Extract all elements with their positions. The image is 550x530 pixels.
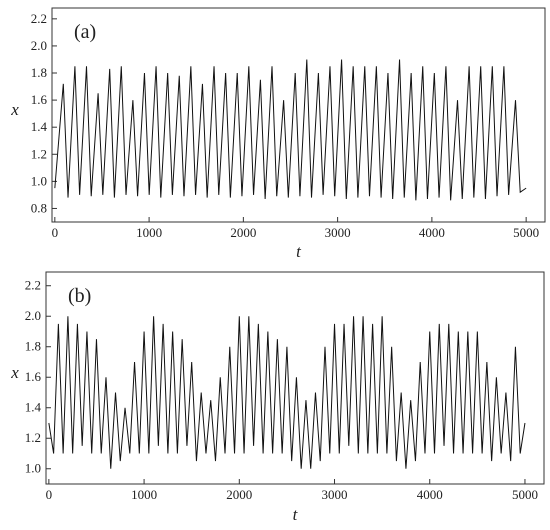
y-tick-label: 1.6 (25, 369, 42, 384)
y-tick-label: 2.0 (31, 38, 47, 53)
x-tick-label: 2000 (226, 487, 252, 502)
y-tick-label: 2.0 (25, 308, 41, 323)
y-tick-label: 1.8 (25, 339, 41, 354)
x-tick-label: 0 (46, 487, 53, 502)
y-tick-label: 1.4 (31, 119, 48, 134)
y-tick-label: 2.2 (31, 11, 47, 26)
x-tick-label: 5000 (513, 225, 539, 240)
series-line (48, 316, 526, 469)
series-line (54, 59, 527, 201)
x-tick-label: 3000 (325, 225, 351, 240)
y-tick-label: 1.8 (31, 65, 47, 80)
y-axis-label: x (10, 100, 19, 119)
plot-frame (51, 7, 546, 223)
y-tick-label: 1.2 (25, 430, 41, 445)
y-tick-label: 0.8 (31, 200, 47, 215)
x-tick-label: 2000 (230, 225, 256, 240)
x-tick-label: 1000 (131, 487, 157, 502)
panel-label: (b) (68, 285, 91, 307)
x-tick-label: 5000 (512, 487, 538, 502)
y-tick-label: 1.2 (31, 146, 47, 161)
x-tick-label: 4000 (417, 487, 443, 502)
x-axis-label: t (293, 505, 299, 524)
x-tick-label: 0 (52, 225, 59, 240)
x-axis-label: t (296, 242, 302, 261)
x-tick-label: 1000 (136, 225, 162, 240)
y-tick-label: 1.4 (25, 400, 42, 415)
y-tick-label: 2.2 (25, 278, 41, 293)
x-tick-label: 4000 (419, 225, 445, 240)
y-tick-label: 1.0 (31, 173, 47, 188)
panel-label: (a) (74, 21, 96, 43)
x-tick-label: 3000 (322, 487, 348, 502)
y-tick-label: 1.6 (31, 92, 48, 107)
y-axis-label: x (10, 363, 19, 382)
plot-frame (45, 271, 545, 485)
y-tick-label: 1.0 (25, 461, 41, 476)
